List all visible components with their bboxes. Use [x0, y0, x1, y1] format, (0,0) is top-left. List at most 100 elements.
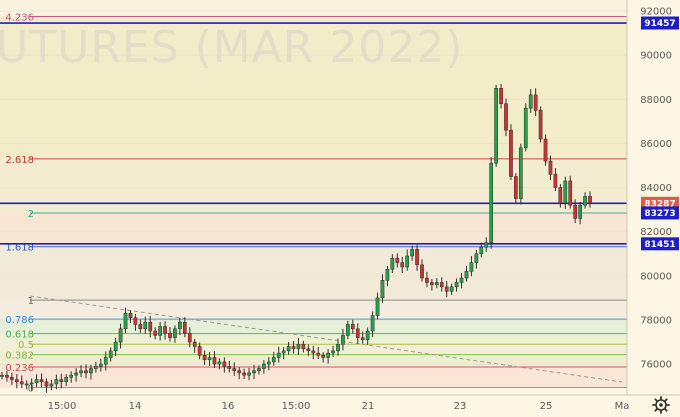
candle	[108, 347, 113, 362]
x-tick-label: 21	[362, 401, 375, 412]
price-label: 91457	[641, 16, 679, 30]
candle	[430, 278, 434, 291]
candle	[39, 373, 44, 388]
candle	[311, 345, 316, 360]
candle	[133, 313, 138, 331]
candle	[528, 89, 533, 113]
candle	[410, 245, 414, 261]
x-axis-panel[interactable]	[0, 395, 627, 417]
candle	[390, 254, 395, 273]
horizontal-levels[interactable]	[0, 22, 627, 245]
candle	[365, 327, 370, 345]
candle	[459, 273, 464, 289]
candle	[518, 143, 523, 205]
candle	[123, 307, 128, 333]
candles	[0, 83, 592, 393]
candle	[568, 175, 573, 209]
y-tick-label: 88000	[640, 95, 672, 106]
candle	[89, 364, 93, 380]
fib-level-label: 2	[28, 209, 34, 220]
candle	[538, 106, 543, 143]
price-label: 83273	[641, 206, 679, 220]
candle	[504, 98, 508, 137]
candle	[558, 184, 563, 208]
gear-icon[interactable]	[652, 396, 670, 414]
candle	[153, 327, 158, 340]
candle	[227, 360, 232, 373]
candle	[514, 173, 518, 204]
candle	[360, 331, 365, 344]
candle	[375, 292, 380, 320]
candle	[178, 317, 182, 336]
candle	[306, 344, 311, 356]
candle	[103, 351, 108, 371]
x-tick-label: 23	[454, 401, 467, 412]
x-tick-label: 16	[222, 401, 235, 412]
fib-band	[0, 333, 627, 345]
y-tick-label: 90000	[640, 51, 672, 62]
fib-level-label: 0.236	[5, 363, 34, 374]
candle	[197, 342, 202, 360]
candle	[192, 338, 197, 353]
candle	[49, 379, 54, 391]
candle	[59, 373, 64, 389]
candle	[336, 338, 340, 356]
candle	[19, 375, 24, 389]
candle	[118, 323, 123, 349]
candle	[98, 358, 103, 372]
candle	[113, 337, 118, 357]
candle	[454, 278, 459, 292]
candle	[370, 311, 375, 338]
svg-text:83287: 83287	[644, 200, 675, 210]
candle	[395, 253, 400, 268]
candle	[509, 124, 513, 181]
fib-level-label: 0.382	[5, 351, 34, 362]
candle	[163, 321, 167, 340]
candle	[489, 157, 494, 249]
candle	[341, 328, 345, 351]
candle	[158, 322, 162, 341]
candle	[573, 199, 578, 224]
y-tick-label: 76000	[640, 360, 672, 371]
candle	[262, 360, 266, 374]
fib-band	[0, 246, 627, 301]
candle	[266, 357, 271, 371]
candle	[326, 349, 330, 364]
candle	[24, 380, 29, 390]
candle	[207, 351, 212, 367]
candle	[405, 249, 410, 271]
candle	[469, 256, 474, 277]
x-tick-label: 25	[540, 401, 553, 412]
candle	[187, 327, 192, 348]
y-axis-ticks: 92000 90000 88000 86000 84000 82000 80000 78000…	[640, 7, 672, 371]
candle	[182, 317, 187, 338]
trend-line[interactable]	[29, 295, 623, 383]
candle	[217, 358, 222, 370]
candle	[499, 83, 503, 109]
candle	[583, 192, 587, 209]
candle	[173, 325, 177, 343]
candle	[301, 340, 306, 353]
candle	[276, 346, 281, 363]
y-tick-label: 80000	[640, 271, 672, 282]
candle	[54, 374, 59, 390]
candle	[533, 88, 538, 117]
candle	[143, 316, 148, 335]
fib-level-label: 0.5	[18, 340, 34, 351]
candle	[281, 347, 286, 360]
candle	[34, 374, 39, 388]
candle	[439, 277, 444, 292]
candle	[474, 249, 479, 269]
candle	[588, 191, 592, 208]
candle	[380, 274, 385, 303]
y-tick-label: 86000	[640, 139, 672, 150]
candle	[237, 367, 242, 380]
candle	[420, 259, 424, 282]
x-tick-label: 14	[129, 401, 142, 412]
svg-text:81451: 81451	[644, 240, 675, 250]
fib-bands	[0, 16, 627, 388]
candle	[232, 362, 237, 376]
candle	[543, 134, 548, 166]
candle	[222, 357, 227, 373]
